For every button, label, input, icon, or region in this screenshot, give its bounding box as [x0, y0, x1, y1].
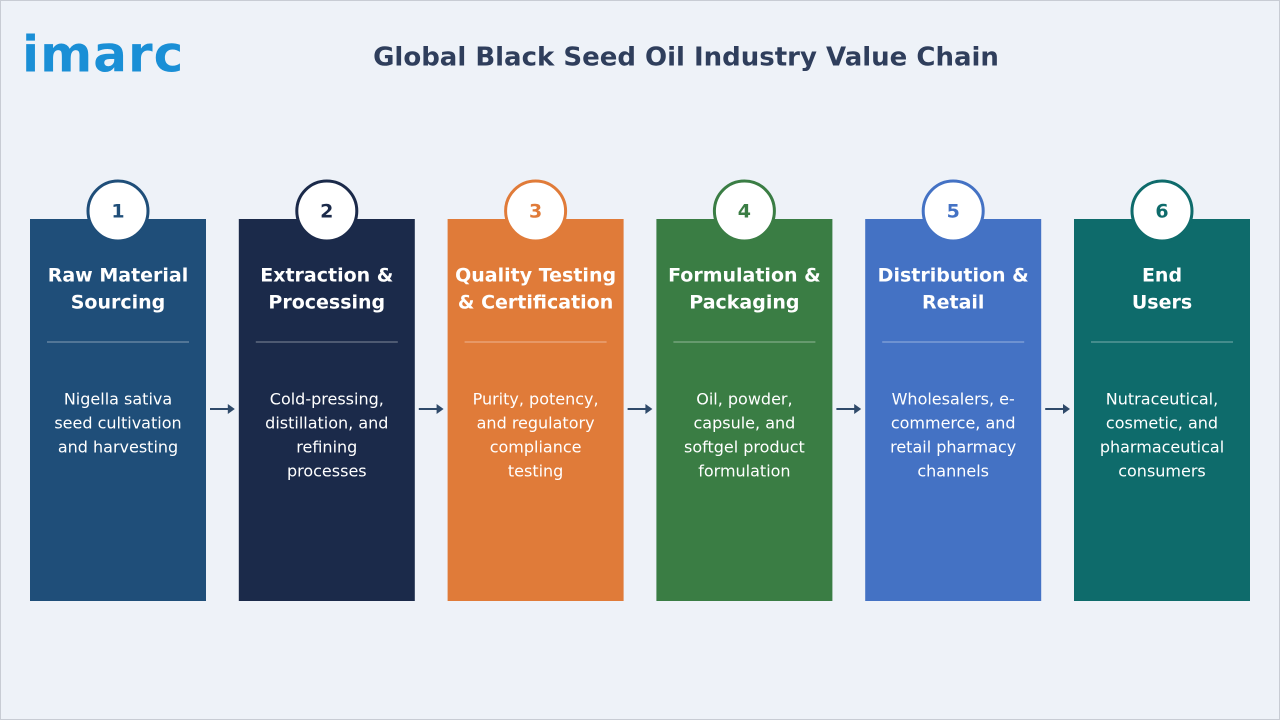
step-title: Processing: [268, 292, 385, 314]
step-number: 1: [111, 201, 124, 223]
step-description: Purity, potency,: [473, 390, 599, 409]
step-description: testing: [508, 462, 563, 481]
arrow-head: [854, 404, 862, 414]
step-number: 2: [320, 201, 333, 223]
step-badge: [921, 179, 985, 243]
step-description: cosmetic, and: [1106, 414, 1218, 433]
arrow-head: [227, 404, 235, 414]
step-title: End: [1142, 265, 1182, 287]
step-title: Quality Testing: [455, 265, 616, 287]
step-description: Wholesalers, e-: [892, 390, 1015, 409]
step-title: Packaging: [689, 292, 799, 314]
arrow-head: [645, 404, 653, 414]
step-description: retail pharmacy: [890, 438, 1016, 457]
step-badge: [86, 179, 150, 243]
step-title: Users: [1132, 292, 1192, 314]
arrow-head: [1063, 404, 1070, 414]
arrow-head: [436, 404, 444, 414]
step-description: commerce, and: [891, 414, 1016, 433]
step-card: [1074, 219, 1250, 601]
step-description: formulation: [698, 462, 790, 481]
step-title: & Certification: [458, 292, 613, 314]
step-title: Extraction &: [260, 265, 393, 287]
step-title: Formulation &: [668, 265, 821, 287]
step-description: seed cultivation: [54, 414, 181, 433]
step-description: refining: [296, 438, 357, 457]
step-description: consumers: [1118, 462, 1206, 481]
step-number: 3: [529, 201, 542, 223]
step-card: [30, 219, 206, 601]
step-description: distillation, and: [265, 414, 388, 433]
step-number: 6: [1155, 201, 1168, 223]
logo: imarc: [22, 26, 184, 84]
step-description: compliance: [490, 438, 582, 457]
step-description: pharmaceutical: [1100, 438, 1224, 457]
step-description: Nigella sativa: [64, 390, 172, 409]
step-description: Oil, powder,: [696, 390, 792, 409]
step-description: Cold-pressing,: [270, 390, 384, 409]
step-title: Raw Material: [48, 265, 189, 287]
step-number: 4: [738, 201, 751, 223]
step-description: and harvesting: [58, 438, 178, 457]
step-description: processes: [287, 462, 367, 481]
step-badge: [504, 179, 568, 243]
step-number: 5: [947, 201, 960, 223]
step-card: [656, 219, 833, 601]
step-title: Retail: [922, 292, 984, 314]
step-card: [865, 219, 1042, 601]
step-card: [447, 219, 624, 601]
step-title: Sourcing: [71, 292, 166, 314]
step-title: Distribution &: [878, 265, 1029, 287]
step-badge: [712, 179, 776, 243]
step-card: [238, 219, 415, 601]
step-badge: [1130, 179, 1194, 243]
step-badge: [295, 179, 359, 243]
title: Global Black Seed Oil Industry Value Cha…: [373, 43, 999, 73]
step-description: capsule, and: [694, 414, 796, 433]
step-description: and regulatory: [477, 414, 595, 433]
step-description: Nutraceutical,: [1106, 390, 1218, 409]
step-description: softgel product: [684, 438, 805, 457]
step-description: channels: [917, 462, 989, 481]
